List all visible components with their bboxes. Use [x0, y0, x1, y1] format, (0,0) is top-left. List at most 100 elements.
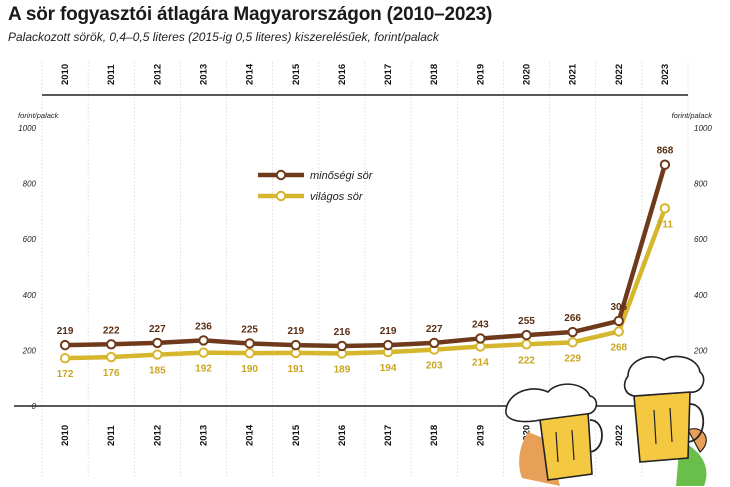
chart-subtitle: Palackozott sörök, 0,4–0,5 literes (2015…: [8, 30, 439, 44]
y-tick-label-right: 1000: [694, 124, 712, 133]
x-tick-label-top: 2020: [522, 64, 533, 85]
beer-foam: [505, 383, 598, 423]
legend-label: világos sör: [310, 191, 364, 203]
x-tick-label-top: 2013: [199, 64, 210, 85]
x-tick-label-top: 2011: [106, 64, 117, 85]
data-label: 176: [103, 368, 120, 379]
data-label: 219: [380, 326, 397, 337]
y-tick-label-left: 800: [23, 180, 37, 189]
y-tick-label-left: 600: [23, 235, 37, 244]
legend: minőségi sör világos sör: [258, 169, 374, 203]
data-label: 868: [657, 146, 674, 157]
data-point: [244, 338, 255, 349]
beer-mugs-illustration: [505, 355, 707, 486]
mug-detail: [555, 431, 559, 463]
data-point: [613, 315, 624, 327]
data-label: 190: [241, 364, 258, 375]
data-point: [244, 347, 255, 359]
y-tick-label-left: 400: [23, 291, 37, 300]
x-axis-top: 2010 2011 2012 2013 2014 2015 2016 2017 2018 2019…: [60, 63, 671, 85]
data-label: 268: [610, 342, 627, 353]
legend-marker: [275, 190, 287, 202]
data-points: [59, 159, 671, 364]
x-tick-label-bottom: 2022: [614, 425, 625, 446]
data-label: 219: [287, 326, 304, 337]
data-label: 236: [195, 321, 212, 332]
y-axis-labels: 0 200 200 400 400 600 600 800 800 1000 1000 forint/…: [18, 111, 713, 411]
x-tick-label-top: 2018: [429, 64, 440, 85]
data-point: [336, 340, 348, 352]
data-point: [429, 337, 440, 349]
x-tick-label-bottom: 2017: [383, 425, 394, 446]
data-point: [198, 347, 209, 358]
mug-glass: [633, 391, 691, 463]
data-label: 243: [472, 319, 489, 330]
data-label: 229: [564, 353, 581, 364]
data-point: [198, 335, 209, 346]
x-tick-label-top: 2019: [475, 64, 486, 85]
data-label: 216: [334, 327, 351, 338]
beer-foam: [623, 355, 705, 397]
x-tick-label-bottom: 2014: [245, 424, 256, 446]
data-point: [613, 326, 624, 337]
data-point: [521, 339, 532, 350]
x-tick-label-top: 2015: [291, 63, 302, 85]
y-tick-label-right: 800: [694, 180, 708, 189]
data-labels: 219 222 227 236 225 219 216 219 227 243 255 266 306 8…: [57, 146, 674, 380]
chart-title: A sör fogyasztói átlagára Magyarországon…: [8, 4, 493, 25]
data-label: 172: [57, 369, 74, 380]
data-label: 192: [195, 364, 212, 375]
y-tick-label-left: 0: [32, 402, 37, 411]
mug-glass: [539, 411, 593, 481]
series-line: [65, 164, 668, 349]
hand-shape: [687, 428, 707, 453]
data-point: [659, 159, 671, 170]
data-label: 222: [518, 355, 535, 366]
x-tick-label-top: 2023: [660, 64, 671, 85]
data-label: 227: [149, 324, 166, 335]
x-tick-label-top: 2017: [383, 64, 394, 85]
x-tick-label-bottom: 2019: [475, 425, 486, 446]
data-point: [106, 351, 117, 363]
mug-handle: [687, 403, 705, 443]
x-tick-label-bottom: 2015: [291, 424, 302, 446]
series-line: [65, 207, 668, 361]
data-point: [290, 339, 301, 351]
x-tick-label-bottom: 2010: [60, 425, 71, 446]
data-point: [521, 329, 532, 341]
data-point: [59, 339, 71, 351]
x-tick-label-top: 2021: [568, 63, 579, 85]
data-point: [475, 333, 486, 344]
y-tick-label-right: 200: [693, 346, 708, 355]
data-label: 266: [564, 313, 581, 324]
data-label: 214: [472, 358, 489, 369]
legend-label: minőségi sör: [310, 170, 374, 182]
x-tick-label-top: 2016: [337, 64, 348, 85]
beer-mug-icon: [623, 355, 707, 486]
data-point: [59, 352, 71, 364]
x-tick-label-top: 2022: [614, 64, 625, 85]
x-tick-label-bottom: 2012: [152, 425, 163, 446]
x-tick-label-top: 2014: [245, 63, 256, 85]
x-tick-label-bottom: 2011: [106, 425, 117, 446]
legend-marker: [275, 169, 287, 181]
data-point: [567, 326, 578, 338]
data-label: 225: [241, 324, 258, 335]
y-axis-unit-left: forint/palack: [18, 111, 60, 120]
data-point: [152, 349, 163, 360]
beer-mug-icon: [505, 383, 603, 486]
data-label: 191: [287, 364, 304, 375]
mug-detail: [669, 407, 673, 443]
y-axis-unit-right: forint/palack: [672, 111, 714, 120]
data-label: 189: [334, 364, 351, 375]
data-label: 222: [103, 325, 120, 336]
data-label: 227: [426, 324, 443, 335]
y-tick-label-right: 400: [694, 291, 708, 300]
data-label: 185: [149, 366, 166, 377]
data-point: [382, 339, 394, 351]
data-point: [106, 339, 117, 350]
data-label: 711: [657, 219, 674, 230]
mug-detail: [653, 409, 657, 445]
x-tick-label-bottom: 2013: [199, 425, 210, 446]
x-tick-label-bottom: 2018: [429, 425, 440, 446]
